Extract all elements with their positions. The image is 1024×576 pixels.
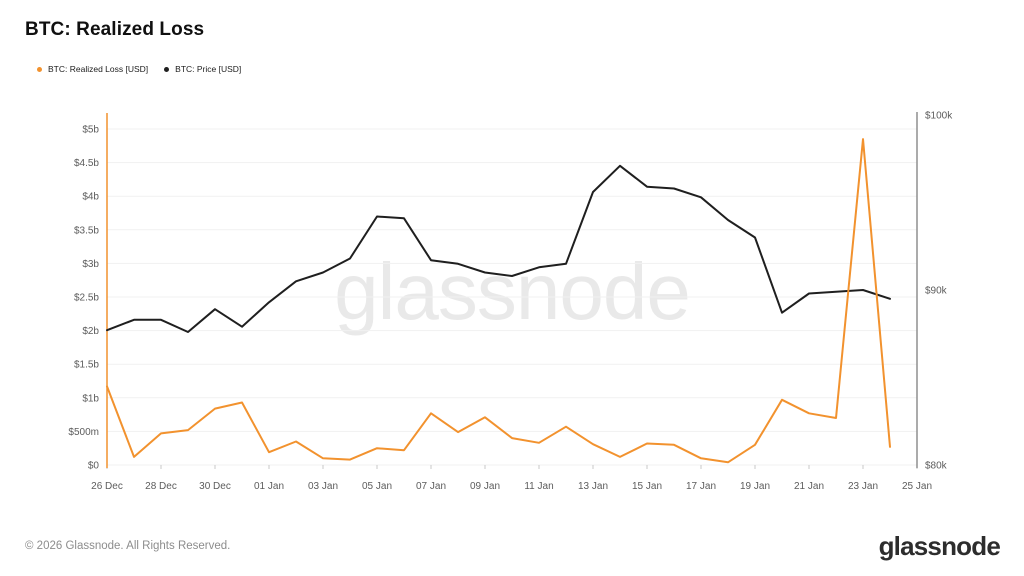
left-axis-tick-label: $500m bbox=[68, 427, 99, 438]
copyright-text: © 2026 Glassnode. All Rights Reserved. bbox=[25, 540, 231, 552]
x-axis-tick-label: 05 Jan bbox=[362, 481, 392, 492]
price-line bbox=[106, 164, 891, 333]
x-axis-tick-label: 01 Jan bbox=[254, 481, 284, 492]
left-axis-tick-label: $4.5b bbox=[74, 158, 99, 169]
legend-item-price[interactable]: BTC: Price [USD] bbox=[164, 64, 241, 74]
x-axis-tick-label: 13 Jan bbox=[578, 481, 608, 492]
left-axis-tick-label: $1.5b bbox=[74, 360, 99, 371]
legend-label: BTC: Price [USD] bbox=[175, 64, 242, 74]
realized-loss-dot-icon bbox=[37, 66, 42, 72]
realized-loss-line bbox=[106, 138, 891, 464]
glassnode-watermark: glassnode bbox=[334, 247, 691, 336]
x-axis-tick-label: 07 Jan bbox=[416, 481, 446, 492]
x-axis-tick-label: 15 Jan bbox=[632, 481, 662, 492]
x-axis-tick-label: 11 Jan bbox=[524, 481, 553, 492]
x-axis-tick-label: 23 Jan bbox=[848, 481, 878, 492]
left-axis-tick-label: $0 bbox=[88, 461, 100, 472]
left-axis-tick-label: $3b bbox=[82, 259, 99, 270]
page-title: BTC: Realized Loss bbox=[25, 19, 205, 40]
x-axis-tick-label: 03 Jan bbox=[308, 481, 338, 492]
right-axis-tick-label: $100k bbox=[925, 111, 953, 122]
x-axis-tick-label: 19 Jan bbox=[740, 481, 770, 492]
x-axis-tick-label: 28 Dec bbox=[145, 481, 177, 492]
left-axis-tick-label: $2.5b bbox=[74, 293, 99, 304]
x-axis-tick-label: 17 Jan bbox=[686, 481, 716, 492]
x-axis-tick-label: 30 Dec bbox=[199, 481, 231, 492]
legend: BTC: Realized Loss [USD] BTC: Price [USD… bbox=[37, 64, 241, 74]
right-axis-tick-label: $90k bbox=[925, 286, 948, 297]
axes bbox=[106, 112, 918, 469]
price-dot-icon bbox=[164, 66, 170, 72]
legend-item-realized-loss[interactable]: BTC: Realized Loss [USD] bbox=[37, 64, 148, 74]
glassnode-logo: glassnode bbox=[878, 531, 1001, 561]
left-axis-tick-label: $5b bbox=[82, 125, 99, 136]
left-axis-tick-label: $1b bbox=[82, 393, 99, 404]
x-axis-tick-label: 25 Jan bbox=[902, 481, 932, 492]
x-axis-tick-label: 26 Dec bbox=[91, 481, 123, 492]
x-axis-tick-label: 09 Jan bbox=[470, 481, 500, 492]
axis-labels: $5b $4.5b $4b $3.5b $3b $2.5b $2b $1.5b $1b $500m… bbox=[68, 111, 953, 493]
x-axis-tick-label: 21 Jan bbox=[794, 481, 824, 492]
series-lines bbox=[106, 138, 891, 464]
left-axis-tick-label: $4b bbox=[82, 192, 99, 203]
left-axis-tick-label: $3.5b bbox=[74, 225, 99, 236]
gridlines bbox=[107, 128, 917, 466]
left-axis-tick-label: $2b bbox=[82, 326, 99, 337]
right-axis-tick-label: $80k bbox=[925, 461, 948, 472]
legend-label: BTC: Realized Loss [USD] bbox=[48, 64, 149, 74]
